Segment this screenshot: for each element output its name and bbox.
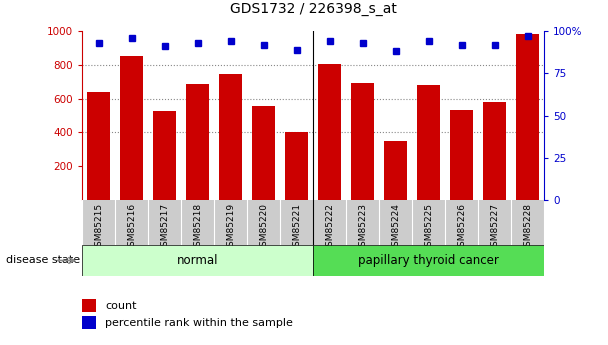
Bar bbox=[252, 106, 275, 200]
Text: GDS1732 / 226398_s_at: GDS1732 / 226398_s_at bbox=[230, 1, 396, 16]
Text: GSM85222: GSM85222 bbox=[325, 203, 334, 252]
Bar bbox=[384, 141, 407, 200]
Text: GSM85217: GSM85217 bbox=[160, 203, 169, 252]
Bar bbox=[351, 82, 374, 200]
Text: GSM85215: GSM85215 bbox=[94, 203, 103, 252]
Text: GSM85224: GSM85224 bbox=[391, 203, 400, 252]
Text: GSM85219: GSM85219 bbox=[226, 203, 235, 252]
Text: GSM85216: GSM85216 bbox=[127, 203, 136, 252]
Text: GSM85218: GSM85218 bbox=[193, 203, 202, 252]
Bar bbox=[186, 84, 209, 200]
Bar bbox=[153, 110, 176, 200]
Text: GSM85225: GSM85225 bbox=[424, 203, 433, 252]
Bar bbox=[450, 110, 473, 200]
Text: normal: normal bbox=[177, 254, 218, 267]
Text: GSM85228: GSM85228 bbox=[523, 203, 532, 252]
Bar bbox=[120, 56, 143, 200]
Bar bbox=[285, 132, 308, 200]
Text: GSM85221: GSM85221 bbox=[292, 203, 301, 252]
Bar bbox=[516, 34, 539, 200]
Text: papillary thyroid cancer: papillary thyroid cancer bbox=[358, 254, 499, 267]
Bar bbox=[82, 245, 313, 276]
Bar bbox=[483, 102, 506, 200]
Text: disease state: disease state bbox=[6, 256, 80, 265]
Bar bbox=[417, 85, 440, 200]
Text: GSM85223: GSM85223 bbox=[358, 203, 367, 252]
Bar bbox=[82, 299, 96, 312]
Bar bbox=[313, 245, 544, 276]
Text: percentile rank within the sample: percentile rank within the sample bbox=[105, 318, 293, 328]
Bar bbox=[318, 64, 341, 200]
Bar bbox=[82, 200, 544, 245]
Text: GSM85227: GSM85227 bbox=[490, 203, 499, 252]
Text: GSM85226: GSM85226 bbox=[457, 203, 466, 252]
Bar bbox=[87, 92, 110, 200]
Text: GSM85220: GSM85220 bbox=[259, 203, 268, 252]
Bar bbox=[219, 73, 242, 200]
Bar bbox=[82, 316, 96, 329]
Text: count: count bbox=[105, 301, 137, 311]
